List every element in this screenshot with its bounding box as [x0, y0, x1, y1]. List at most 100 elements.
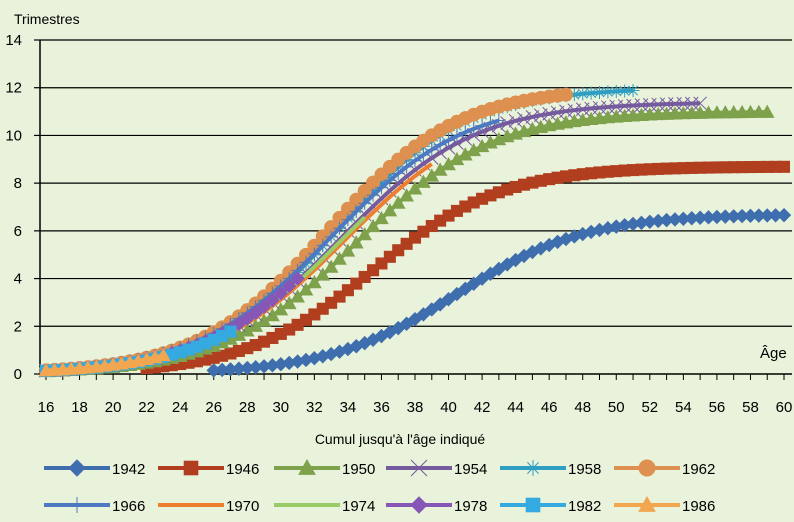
data-point	[281, 278, 297, 294]
grid-lines	[40, 39, 792, 327]
data-point	[357, 227, 373, 241]
legend-label: 1946	[226, 461, 259, 478]
data-point	[367, 264, 380, 277]
y-tick-label: 14	[5, 32, 22, 49]
data-point	[265, 292, 280, 308]
x-tick-labels: 16 18 20 22 24 26 28 30 32 34 36 38 40 42 44 46 48 50 52 54…	[38, 374, 793, 416]
x-tick-label: 28	[239, 399, 256, 416]
data-point	[626, 84, 640, 98]
data-point	[333, 221, 347, 235]
data-point	[410, 459, 428, 477]
y-tick-label: 4	[14, 271, 22, 288]
data-point	[601, 85, 615, 99]
y-tick-label: 8	[14, 175, 22, 192]
legend-item-1958: 1958	[500, 460, 601, 478]
y-tick-label: 10	[5, 127, 22, 144]
data-point	[433, 138, 447, 152]
data-point	[525, 497, 541, 513]
legend-label: 1986	[682, 498, 715, 515]
x-tick-label: 16	[38, 399, 55, 416]
data-point	[299, 255, 313, 269]
data-point	[349, 204, 363, 218]
legend-label: 1966	[112, 498, 145, 515]
data-point	[323, 259, 339, 273]
data-point	[559, 104, 573, 119]
data-point	[307, 274, 322, 289]
data-point	[525, 460, 541, 476]
data-point	[410, 496, 428, 514]
data-point	[350, 277, 363, 290]
data-point	[298, 282, 314, 296]
data-point	[525, 110, 540, 124]
x-tick-label: 58	[742, 399, 759, 416]
data-point	[298, 458, 316, 475]
data-point	[392, 244, 405, 257]
data-point	[399, 188, 414, 202]
data-point	[693, 96, 707, 111]
data-point	[375, 257, 388, 270]
x-tick-label: 50	[608, 399, 625, 416]
x-tick-label: 20	[105, 399, 122, 416]
legend-label: 1950	[342, 461, 375, 478]
series-line	[45, 101, 701, 373]
y-tick-labels: 0 2 4 6 8 10 12 14	[5, 32, 40, 383]
legend-label: 1982	[568, 498, 601, 515]
y-tick-label: 12	[5, 80, 22, 97]
data-point	[467, 122, 481, 136]
x-tick-label: 18	[71, 399, 88, 416]
data-point	[69, 497, 85, 513]
x-tick-label: 44	[507, 399, 524, 416]
data-point	[483, 116, 497, 130]
data-point	[315, 267, 331, 281]
data-point	[609, 84, 623, 98]
data-point	[183, 460, 199, 476]
data-point	[281, 295, 297, 310]
data-point	[340, 243, 356, 257]
x-tick-label: 26	[205, 399, 222, 416]
data-point	[400, 237, 413, 250]
data-point	[307, 247, 321, 261]
data-point	[450, 129, 464, 143]
x-tick-label: 48	[574, 399, 591, 416]
data-point	[442, 133, 456, 147]
data-point	[290, 289, 305, 303]
x-tick-label: 54	[675, 399, 692, 416]
x-tick-label: 60	[776, 399, 793, 416]
legend-label: 1974	[342, 498, 375, 515]
data-point	[458, 125, 472, 139]
data-point	[290, 271, 305, 286]
data-point	[248, 305, 263, 320]
data-point	[407, 181, 423, 195]
x-tick-label: 52	[641, 399, 658, 416]
series-1946	[140, 160, 791, 374]
data-point	[584, 86, 598, 100]
data-point	[316, 238, 330, 252]
x-tick-label: 42	[474, 399, 491, 416]
x-tick-label: 30	[272, 399, 289, 416]
data-point	[390, 195, 406, 209]
x-tick-label: 38	[407, 399, 424, 416]
data-point	[341, 213, 355, 227]
x-tick-label: 24	[172, 399, 189, 416]
series-1942	[206, 207, 792, 378]
legend-label: 1978	[454, 498, 487, 515]
legend: 1942 1946 1950 1954 1958 1962 1966 1970 1974 1978…	[44, 458, 715, 515]
legend-item-1950: 1950	[274, 458, 375, 478]
x-tick-label: 22	[138, 399, 155, 416]
data-point	[325, 296, 338, 309]
data-point	[777, 160, 791, 173]
legend-item-1954: 1954	[386, 459, 487, 478]
data-point	[567, 88, 581, 102]
legend-item-1970: 1970	[158, 498, 259, 515]
data-point	[759, 104, 775, 118]
legend-item-1942: 1942	[44, 459, 145, 478]
x-tick-label: 36	[373, 399, 390, 416]
data-point	[638, 495, 656, 512]
data-point	[383, 250, 396, 263]
data-point	[256, 299, 272, 314]
legend-label: 1962	[682, 461, 715, 478]
data-point	[618, 84, 632, 98]
data-point	[68, 459, 86, 477]
data-point	[776, 207, 792, 223]
